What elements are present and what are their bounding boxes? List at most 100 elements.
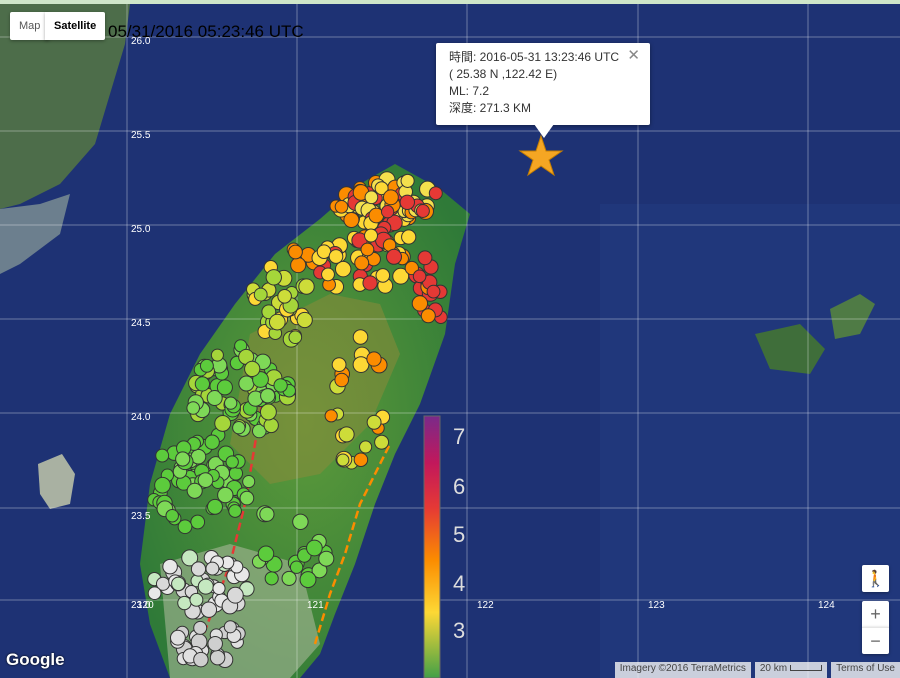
station-marker[interactable] bbox=[207, 498, 223, 515]
station-marker[interactable] bbox=[364, 228, 378, 243]
station-marker[interactable] bbox=[268, 313, 286, 331]
station-marker[interactable] bbox=[190, 514, 206, 530]
station-marker[interactable] bbox=[216, 379, 233, 396]
station-marker[interactable] bbox=[290, 257, 307, 274]
station-marker[interactable] bbox=[428, 186, 443, 201]
station-marker[interactable] bbox=[200, 601, 218, 618]
terms-link[interactable]: Terms of Use bbox=[831, 662, 900, 678]
station-marker[interactable] bbox=[292, 513, 309, 531]
station-marker[interactable] bbox=[411, 295, 429, 312]
station-marker[interactable] bbox=[193, 651, 209, 668]
station-marker[interactable] bbox=[165, 508, 179, 523]
station-marker[interactable] bbox=[177, 519, 193, 535]
station-marker[interactable] bbox=[238, 375, 255, 392]
station-marker[interactable] bbox=[306, 539, 323, 557]
station-marker[interactable] bbox=[253, 287, 268, 302]
station-marker[interactable] bbox=[311, 562, 328, 579]
station-marker[interactable] bbox=[186, 482, 203, 499]
station-marker[interactable] bbox=[382, 189, 399, 206]
station-marker[interactable] bbox=[375, 268, 391, 283]
station-marker[interactable] bbox=[225, 455, 239, 469]
station-marker[interactable] bbox=[399, 194, 415, 210]
satellite-map[interactable] bbox=[0, 4, 900, 678]
station-marker[interactable] bbox=[162, 558, 178, 575]
station-marker[interactable] bbox=[288, 244, 303, 260]
station-marker[interactable] bbox=[189, 592, 204, 607]
station-marker[interactable] bbox=[209, 649, 226, 666]
station-marker[interactable] bbox=[420, 308, 436, 324]
station-marker[interactable] bbox=[343, 211, 360, 229]
station-marker[interactable] bbox=[232, 421, 246, 435]
station-marker[interactable] bbox=[175, 451, 191, 467]
station-marker[interactable] bbox=[299, 571, 317, 589]
station-marker[interactable] bbox=[352, 329, 369, 345]
station-marker[interactable] bbox=[288, 330, 303, 345]
zoom-out-button[interactable]: − bbox=[862, 627, 889, 654]
station-marker[interactable] bbox=[392, 267, 410, 285]
station-marker[interactable] bbox=[328, 249, 344, 264]
zoom-in-button[interactable]: + bbox=[862, 601, 889, 627]
station-marker[interactable] bbox=[366, 414, 382, 430]
station-marker[interactable] bbox=[206, 389, 223, 407]
station-marker[interactable] bbox=[334, 260, 352, 278]
close-icon[interactable]: ✕ bbox=[627, 47, 640, 64]
station-marker[interactable] bbox=[197, 472, 214, 488]
station-marker[interactable] bbox=[228, 504, 242, 518]
station-marker[interactable] bbox=[257, 545, 275, 563]
station-marker[interactable] bbox=[360, 242, 375, 257]
station-marker[interactable] bbox=[273, 378, 288, 393]
station-marker[interactable] bbox=[298, 278, 315, 295]
station-marker[interactable] bbox=[265, 269, 282, 286]
station-marker[interactable] bbox=[217, 486, 234, 504]
station-marker[interactable] bbox=[214, 414, 232, 432]
station-marker[interactable] bbox=[193, 620, 208, 635]
station-marker[interactable] bbox=[362, 275, 378, 291]
station-marker[interactable] bbox=[289, 560, 304, 574]
station-marker[interactable] bbox=[186, 401, 200, 415]
station-marker[interactable] bbox=[239, 490, 255, 506]
station-marker[interactable] bbox=[364, 190, 379, 205]
station-marker[interactable] bbox=[181, 549, 199, 567]
station-marker[interactable] bbox=[324, 409, 338, 423]
station-marker[interactable] bbox=[277, 289, 292, 304]
station-marker[interactable] bbox=[259, 506, 275, 522]
station-marker[interactable] bbox=[261, 304, 277, 320]
epicenter-star-icon[interactable] bbox=[518, 134, 564, 177]
station-marker[interactable] bbox=[401, 229, 417, 245]
station-marker[interactable] bbox=[169, 629, 186, 646]
station-marker[interactable] bbox=[204, 434, 220, 450]
station-marker[interactable] bbox=[426, 284, 441, 299]
station-marker[interactable] bbox=[228, 466, 244, 481]
station-marker[interactable] bbox=[171, 576, 186, 592]
station-marker[interactable] bbox=[321, 267, 335, 282]
station-marker[interactable] bbox=[359, 440, 373, 454]
station-marker[interactable] bbox=[353, 452, 369, 467]
station-marker[interactable] bbox=[244, 360, 261, 378]
station-marker[interactable] bbox=[155, 448, 170, 463]
pegman-icon[interactable]: 🚶 bbox=[862, 565, 889, 592]
station-marker[interactable] bbox=[207, 635, 223, 652]
station-marker[interactable] bbox=[385, 248, 403, 265]
station-marker[interactable] bbox=[210, 348, 224, 362]
station-marker[interactable] bbox=[296, 311, 313, 329]
station-marker[interactable] bbox=[190, 561, 207, 577]
station-marker[interactable] bbox=[334, 372, 350, 388]
station-marker[interactable] bbox=[260, 388, 276, 404]
station-marker[interactable] bbox=[263, 417, 279, 434]
station-marker[interactable] bbox=[242, 475, 256, 489]
station-marker[interactable] bbox=[318, 550, 335, 567]
station-marker[interactable] bbox=[336, 453, 350, 467]
station-marker[interactable] bbox=[354, 255, 370, 271]
station-marker[interactable] bbox=[154, 476, 171, 494]
station-marker[interactable] bbox=[147, 586, 162, 601]
station-marker[interactable] bbox=[338, 426, 355, 443]
station-marker[interactable] bbox=[224, 396, 238, 410]
station-marker[interactable] bbox=[366, 351, 382, 367]
station-marker[interactable] bbox=[199, 358, 214, 373]
station-marker[interactable] bbox=[400, 173, 415, 188]
station-marker[interactable] bbox=[415, 204, 430, 218]
station-marker[interactable] bbox=[205, 561, 220, 576]
station-marker[interactable] bbox=[259, 403, 277, 421]
station-marker[interactable] bbox=[223, 620, 237, 634]
station-marker[interactable] bbox=[374, 434, 390, 450]
